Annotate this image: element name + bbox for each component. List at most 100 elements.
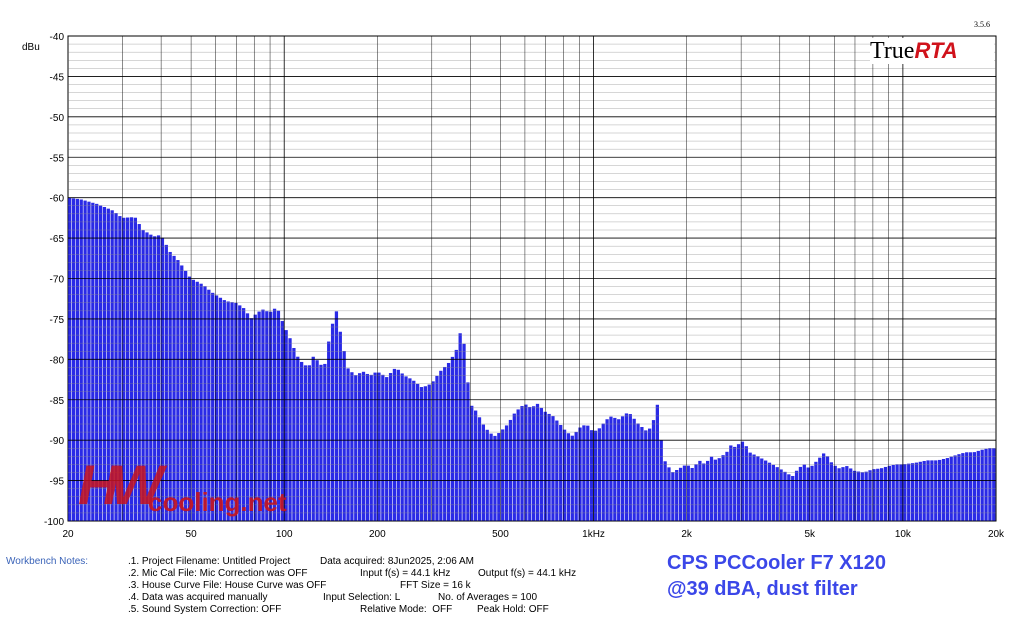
note-line: .5. Sound System Correction: OFF	[128, 604, 282, 615]
spectrum-bar	[249, 318, 253, 521]
spectrum-bar	[918, 461, 922, 521]
y-tick-label: -55	[50, 153, 65, 164]
y-tick-label: -90	[50, 436, 65, 447]
spectrum-bar	[466, 382, 470, 521]
spectrum-bar	[211, 292, 215, 521]
spectrum-bar	[156, 235, 161, 521]
spectrum-bar	[458, 333, 462, 521]
spectrum-bar	[508, 419, 513, 521]
note-line: .1. Project Filename: Untitled Project	[128, 556, 291, 567]
spectrum-bar	[787, 474, 791, 521]
x-tick-label: 1kHz	[582, 529, 605, 540]
spectrum-bar	[454, 349, 458, 521]
spectrum-bar	[307, 365, 311, 521]
spectrum-bar	[443, 366, 447, 521]
spectrum-bar	[149, 234, 153, 521]
spectrum-bar	[501, 429, 505, 521]
spectrum-bar	[396, 369, 400, 521]
x-tick-label: 20k	[988, 529, 1005, 540]
spectrum-bar	[102, 207, 107, 521]
spectrum-bar	[427, 384, 431, 521]
spectrum-bar	[752, 454, 756, 521]
spectrum-bar	[203, 286, 207, 521]
spectrum-bar	[702, 463, 706, 521]
spectrum-bar	[698, 460, 702, 521]
spectrum-bar	[446, 362, 451, 521]
spectrum-bar	[984, 448, 988, 521]
spectrum-bar	[184, 270, 188, 521]
logo-text-true: True	[870, 38, 915, 64]
spectrum-bar	[930, 460, 934, 522]
spectrum-bar	[845, 466, 849, 521]
spectrum-bar	[303, 365, 308, 521]
spectrum-bar	[713, 459, 717, 521]
spectrum-bar	[965, 452, 969, 521]
y-tick-label: -85	[50, 396, 65, 407]
spectrum-bar	[914, 462, 919, 521]
spectrum-bar	[187, 276, 192, 521]
spectrum-bar	[887, 465, 891, 521]
spectrum-bar	[663, 461, 667, 521]
spectrum-bar	[972, 452, 977, 521]
spectrum-bar	[628, 414, 632, 521]
spectrum-bar	[373, 372, 377, 521]
spectrum-bar	[330, 323, 335, 521]
spectrum-bar	[87, 201, 91, 522]
spectrum-bar	[891, 464, 895, 521]
spectrum-bar	[798, 466, 803, 521]
spectrum-bar	[242, 308, 246, 521]
spectrum-bar	[590, 430, 594, 521]
spectrum-bar	[474, 410, 478, 521]
spectrum-bar	[802, 464, 806, 521]
spectrum-bar	[497, 433, 501, 521]
spectrum-bar	[176, 260, 180, 521]
spectrum-bar	[651, 420, 656, 521]
spectrum-bar	[582, 425, 586, 521]
spectrum-bar	[126, 217, 130, 521]
spectrum-bar	[849, 468, 853, 521]
spectrum-bar	[980, 449, 984, 521]
note-acquired: Data acquired: 8Jun2025, 2:06 AM	[320, 556, 474, 567]
spectrum-bar	[315, 360, 319, 521]
spectrum-bar	[852, 470, 857, 521]
spectrum-bar	[280, 321, 284, 521]
spectrum-bar	[547, 413, 551, 521]
spectrum-bar	[717, 458, 721, 521]
spectrum-bar	[686, 465, 690, 521]
spectrum-bar	[771, 464, 775, 521]
hwcooling-watermark: HW cooling.net	[78, 455, 288, 523]
spectrum-bar	[253, 314, 257, 521]
spectrum-bar	[323, 363, 327, 521]
spectrum-bar	[365, 373, 369, 521]
grid-lines	[67, 35, 997, 522]
spectrum-bar	[153, 236, 157, 522]
spectrum-bar	[342, 350, 346, 521]
spectrum-bar	[98, 205, 103, 522]
spectrum-bar	[682, 465, 687, 521]
spectrum-bar	[350, 372, 354, 521]
spectrum-bar	[272, 308, 277, 521]
spectrum-bar	[690, 467, 694, 521]
spectrum-bar	[856, 471, 861, 521]
spectrum-bar	[489, 433, 493, 521]
spectrum-bar	[207, 289, 211, 521]
spectrum-bar	[992, 448, 996, 521]
spectrum-bar	[841, 467, 845, 521]
spectrum-bar	[400, 373, 404, 521]
spectrum-bar	[922, 460, 926, 521]
spectrum-bar	[439, 370, 443, 521]
x-tick-label: 100	[276, 529, 293, 540]
note-relative-mode: Relative Mode: OFF	[360, 604, 453, 615]
watermark-site: cooling.net	[148, 487, 287, 517]
note-output-fs: Output f(s) = 44.1 kHz	[478, 568, 577, 579]
spectrum-bar	[118, 216, 122, 521]
spectrum-bar	[883, 466, 888, 521]
spectrum-bar	[806, 467, 810, 521]
spectrum-bar	[83, 200, 87, 521]
spectrum-bar	[535, 403, 540, 521]
y-axis-label: dBu	[22, 42, 40, 53]
spectrum-bar	[234, 302, 238, 521]
spectrum-bar	[137, 224, 141, 521]
spectrum-bar	[945, 458, 949, 521]
spectrum-bar	[129, 217, 134, 522]
